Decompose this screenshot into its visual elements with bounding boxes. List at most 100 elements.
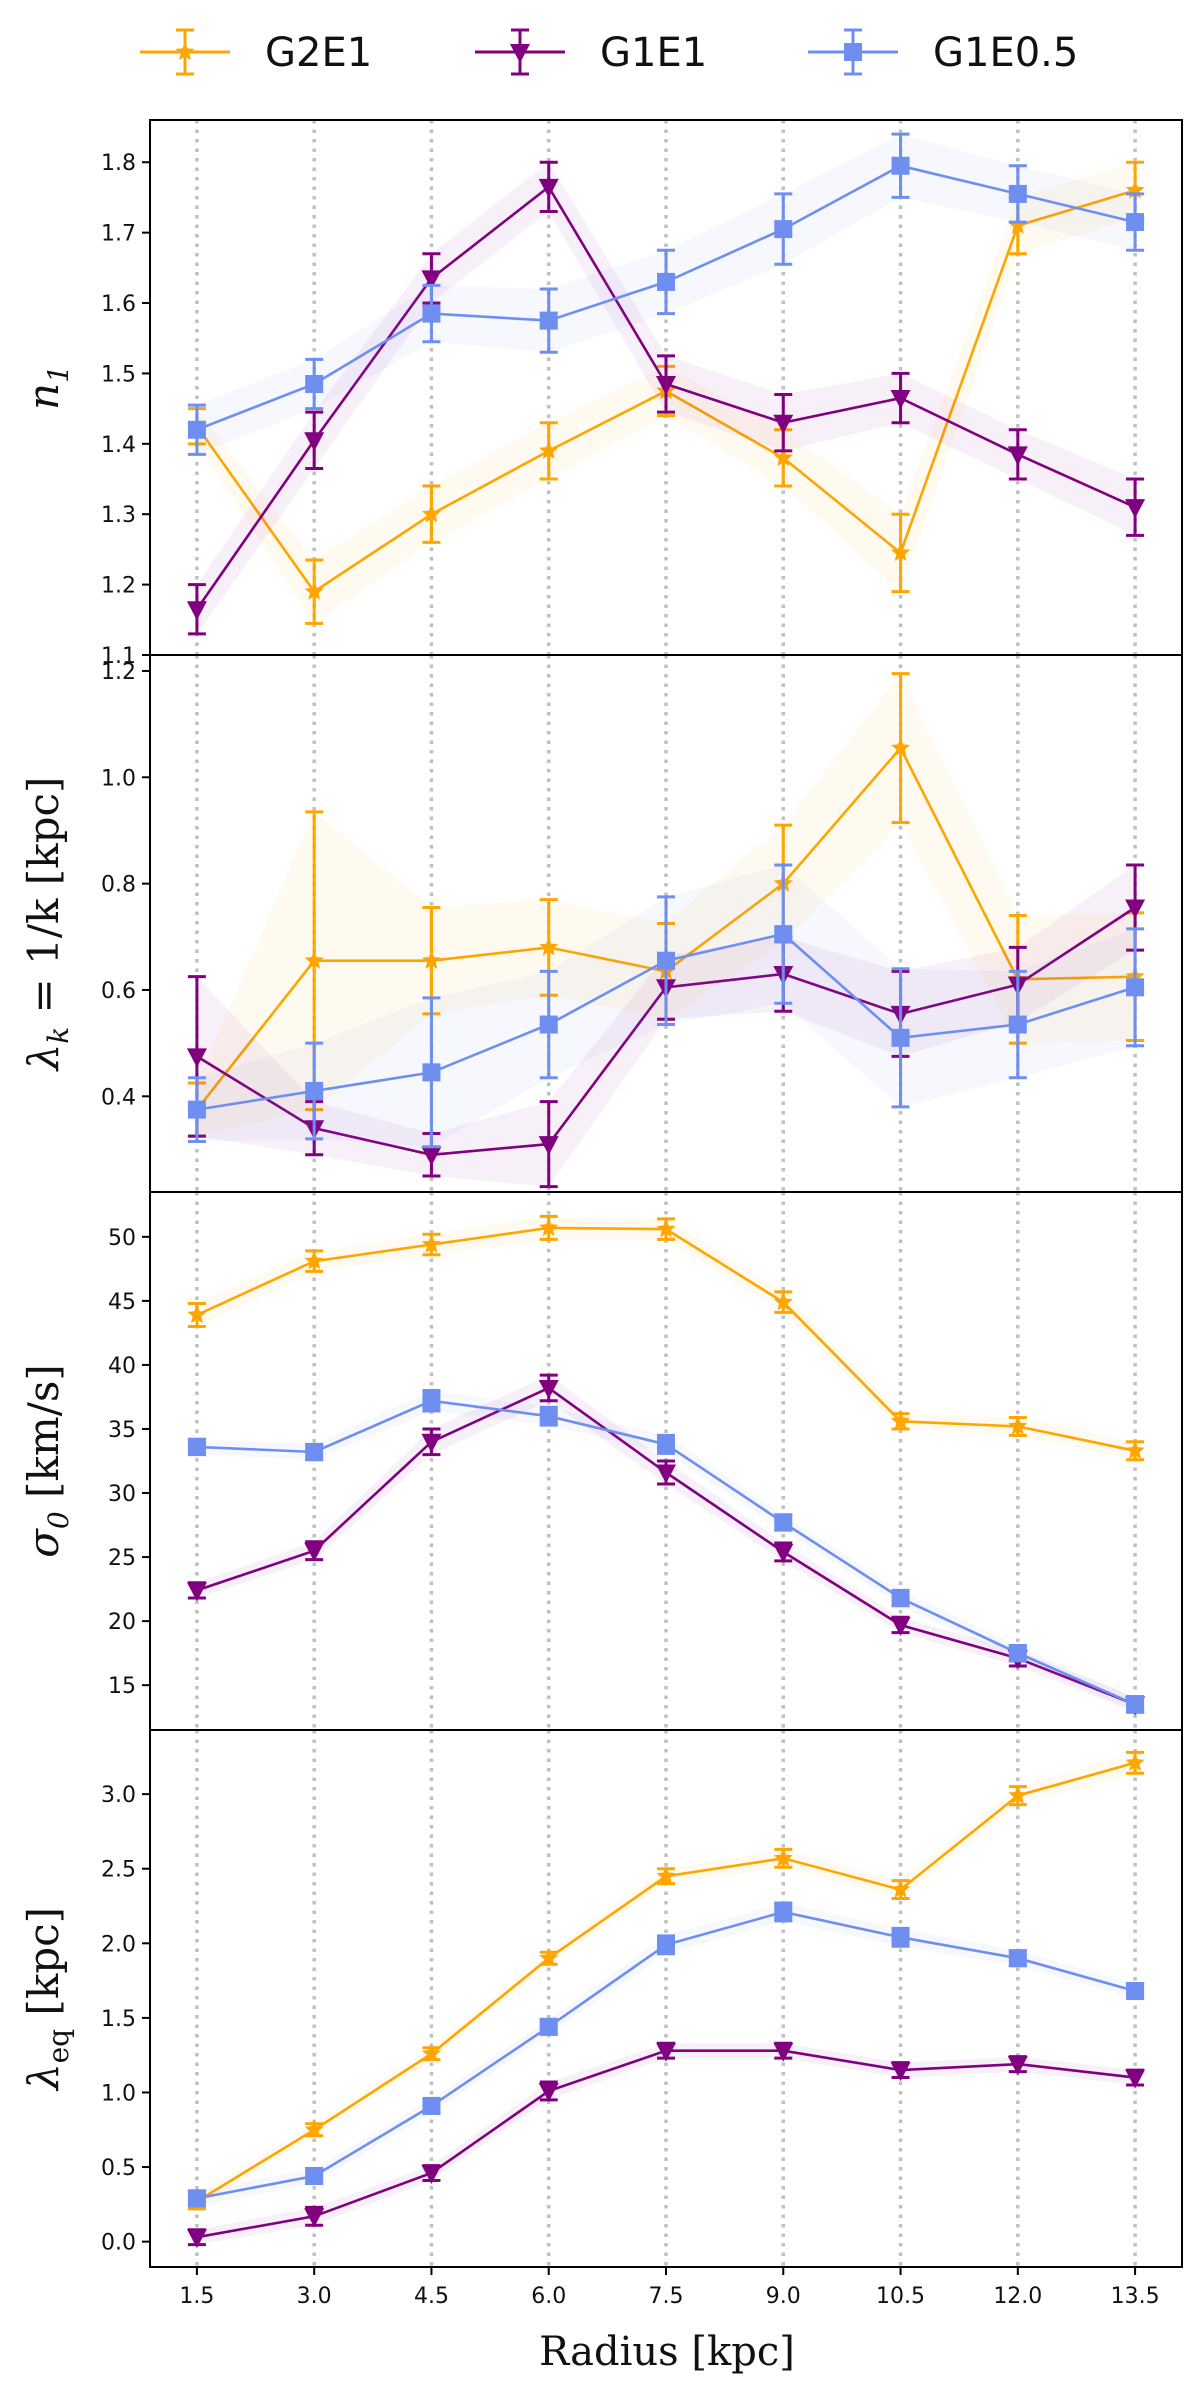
data-point: [774, 1902, 793, 1921]
data-point: [1008, 184, 1027, 203]
data-point: [304, 581, 324, 600]
legend: G2E1 G1E1 G1E0.5: [140, 28, 1078, 76]
data-point: [539, 1948, 559, 1967]
data-point: [305, 1081, 324, 1100]
x-tick-label: 3.0: [297, 2284, 332, 2309]
y-axis-label-suffix: [km/s]: [19, 1364, 68, 1511]
data-point: [304, 2119, 324, 2138]
y-tick-label: 1.8: [101, 151, 136, 176]
y-axis-label: λeq [kpc]: [19, 1907, 75, 2092]
series-g1e05: [187, 863, 1145, 1149]
legend-marker: [510, 44, 530, 63]
data-point: [891, 156, 910, 175]
x-tick-label: 7.5: [649, 2284, 684, 2309]
data-point: [774, 925, 793, 944]
data-point: [1126, 978, 1145, 997]
data-point: [421, 504, 441, 523]
data-point: [890, 390, 911, 410]
y-tick-label: 1.2: [101, 660, 136, 685]
data-point: [774, 220, 793, 239]
data-point: [891, 1879, 911, 1898]
data-point: [187, 1100, 206, 1119]
y-axis-label-main: n: [19, 383, 68, 410]
y-axis-label-main: σ: [19, 1528, 68, 1558]
y-axis-label-suffix: [kpc]: [19, 1907, 68, 2029]
data-point: [1007, 446, 1028, 466]
series-g2e1: [187, 1214, 1145, 1462]
data-point: [1125, 1752, 1145, 1771]
y-tick-label: 1.5: [101, 362, 136, 387]
y-axis-label: n1: [19, 365, 75, 410]
data-point: [421, 2165, 442, 2185]
y-axis-label: λk = 1/k [kpc]: [19, 777, 75, 1073]
y-tick-label: 15: [108, 1674, 136, 1699]
data-point: [891, 1589, 910, 1608]
series-g1e05: [187, 1389, 1145, 1714]
series-g1e1: [186, 160, 1146, 636]
error-band: [196, 1752, 1136, 2209]
data-point: [773, 1292, 793, 1311]
data-point: [890, 1616, 911, 1636]
y-tick-label: 1.0: [101, 766, 136, 791]
data-point: [187, 1305, 207, 1324]
data-point: [773, 1848, 793, 1867]
data-point: [421, 950, 441, 969]
y-tick-label: 0.0: [101, 2231, 136, 2256]
y-tick-label: 1.2: [101, 574, 136, 599]
data-point: [1125, 2069, 1146, 2089]
data-point: [538, 2082, 559, 2102]
data-point: [774, 1513, 793, 1532]
x-tick-label: 10.5: [876, 2284, 925, 2309]
data-point: [1125, 1440, 1145, 1459]
data-point: [539, 1217, 559, 1236]
data-point: [186, 1582, 207, 1602]
data-point: [656, 2042, 676, 2062]
data-point: [422, 304, 441, 323]
data-point: [890, 2062, 911, 2082]
y-tick-label: 30: [108, 1482, 136, 1507]
data-point: [1008, 1949, 1027, 1968]
y-axis-label-main: λ: [19, 1044, 68, 1073]
data-point: [422, 2096, 441, 2115]
data-point: [1008, 1644, 1027, 1663]
data-point: [656, 1464, 676, 1484]
y-tick-label: 3.0: [101, 1783, 136, 1808]
data-point: [657, 1435, 675, 1454]
data-point: [1126, 1982, 1145, 2001]
data-point: [1125, 899, 1146, 919]
data-point: [891, 1928, 910, 1947]
data-point: [1008, 1015, 1027, 1034]
y-tick-label: 1.5: [101, 2007, 136, 2032]
data-point: [773, 2042, 794, 2062]
data-point: [539, 311, 558, 330]
data-point: [304, 1251, 324, 1270]
data-point: [1008, 1416, 1028, 1435]
x-tick-label: 13.5: [1111, 2284, 1160, 2309]
y-tick-label: 0.8: [101, 873, 136, 898]
data-point: [305, 1443, 324, 1462]
data-point: [539, 937, 559, 956]
legend-marker: [175, 42, 195, 61]
y-tick-label: 25: [108, 1546, 136, 1571]
data-point: [891, 738, 911, 757]
data-point: [891, 1028, 910, 1047]
data-point: [304, 950, 324, 969]
data-point: [656, 375, 676, 395]
legend-label: G1E1: [600, 30, 707, 76]
y-axis-label-sub: k: [42, 1027, 75, 1044]
data-point: [421, 270, 442, 290]
y-tick-label: 35: [108, 1418, 136, 1443]
y-tick-label: 1.3: [101, 503, 136, 528]
data-point: [773, 1543, 794, 1563]
data-point: [304, 1542, 325, 1562]
data-point: [656, 1866, 676, 1885]
series-g1e05: [187, 1901, 1145, 2208]
legend-item-g2e1: G2E1: [140, 28, 372, 76]
data-point: [422, 1391, 441, 1410]
data-point: [186, 601, 207, 621]
data-point: [773, 414, 794, 434]
y-tick-label: 1.1: [101, 644, 136, 669]
data-point: [1125, 499, 1146, 519]
x-tick-label: 12.0: [993, 2284, 1042, 2309]
series-g1e1: [186, 2041, 1146, 2249]
